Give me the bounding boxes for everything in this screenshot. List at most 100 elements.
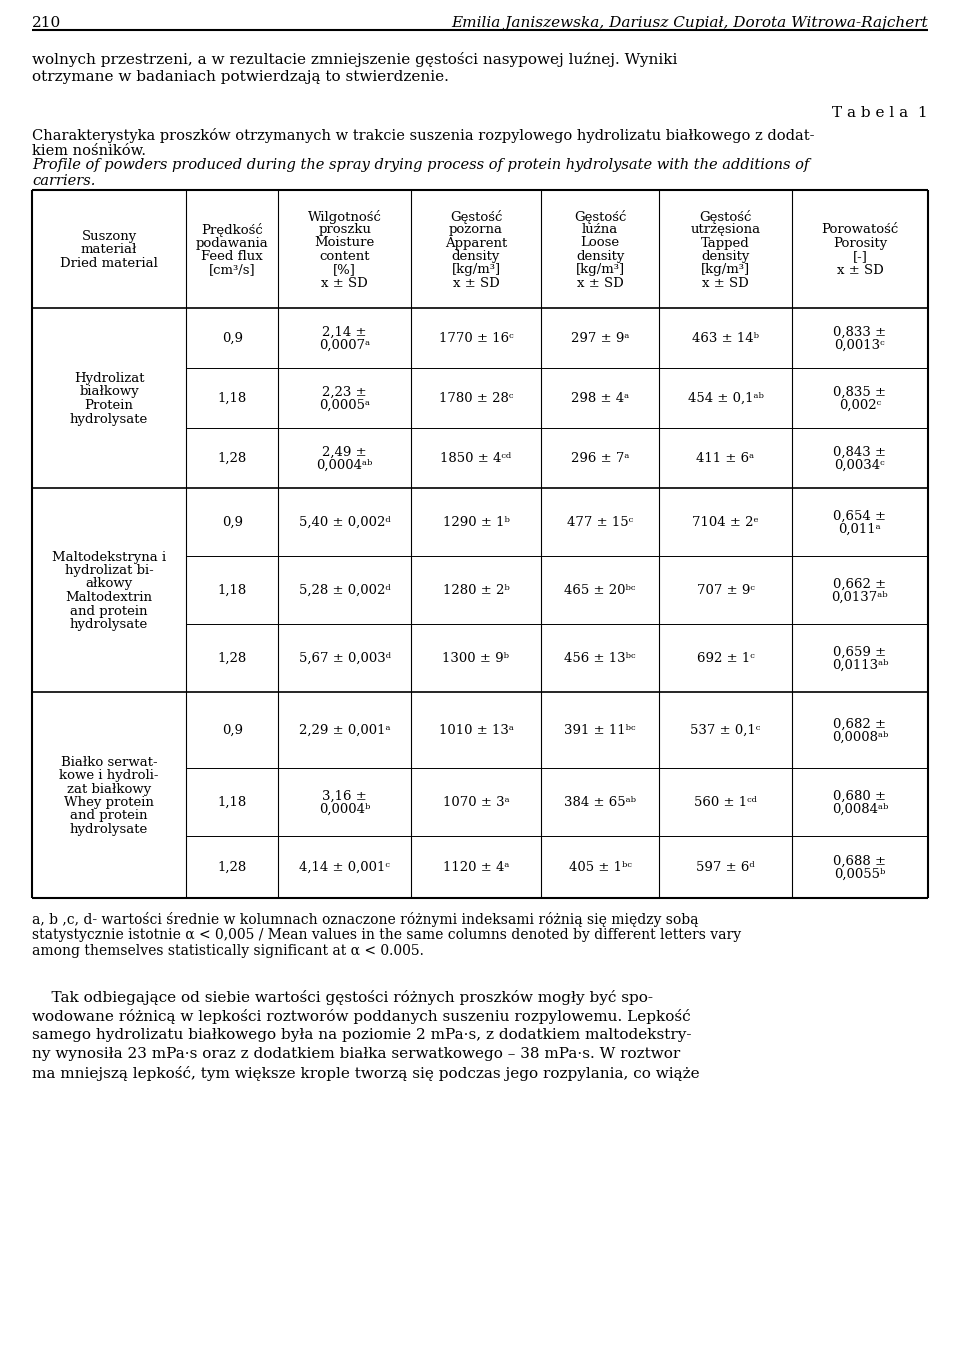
Text: proszku: proszku — [318, 223, 372, 236]
Text: 454 ± 0,1ᵃᵇ: 454 ± 0,1ᵃᵇ — [687, 392, 763, 406]
Text: Dried material: Dried material — [60, 257, 158, 269]
Text: Porosity: Porosity — [832, 236, 887, 250]
Text: podawania: podawania — [196, 236, 269, 250]
Text: [kg/m³]: [kg/m³] — [575, 264, 625, 276]
Text: T a b e l a  1: T a b e l a 1 — [832, 107, 928, 120]
Text: density: density — [702, 250, 750, 264]
Text: zat białkowy: zat białkowy — [67, 783, 151, 795]
Text: 5,40 ± 0,002ᵈ: 5,40 ± 0,002ᵈ — [299, 516, 391, 529]
Text: Suszony: Suszony — [82, 229, 136, 243]
Text: 707 ± 9ᶜ: 707 ± 9ᶜ — [697, 585, 755, 597]
Text: 0,002ᶜ: 0,002ᶜ — [839, 399, 881, 413]
Text: 5,28 ± 0,002ᵈ: 5,28 ± 0,002ᵈ — [299, 585, 391, 597]
Text: ma mniejszą lepkość, tym większe krople tworzą się podczas jego rozpylania, co w: ma mniejszą lepkość, tym większe krople … — [32, 1065, 700, 1081]
Text: density: density — [452, 250, 500, 264]
Text: carriers.: carriers. — [32, 173, 95, 189]
Text: 0,654 ±: 0,654 ± — [833, 510, 886, 523]
Text: 0,0004ᵃᵇ: 0,0004ᵃᵇ — [317, 459, 372, 473]
Text: Tapped: Tapped — [701, 236, 750, 250]
Text: 1,18: 1,18 — [218, 796, 247, 809]
Text: hydrolysate: hydrolysate — [70, 822, 148, 836]
Text: 0,011ᵃ: 0,011ᵃ — [839, 523, 881, 535]
Text: 0,835 ±: 0,835 ± — [833, 385, 886, 399]
Text: wodowane różnicą w lepkości roztworów poddanych suszeniu rozpylowemu. Lepkość: wodowane różnicą w lepkości roztworów po… — [32, 1009, 690, 1024]
Text: 0,0055ᵇ: 0,0055ᵇ — [834, 867, 885, 881]
Text: [%]: [%] — [333, 264, 356, 276]
Text: 597 ± 6ᵈ: 597 ± 6ᵈ — [696, 861, 755, 874]
Text: otrzymane w badaniach potwierdzają to stwierdzenie.: otrzymane w badaniach potwierdzają to st… — [32, 70, 449, 83]
Text: Tak odbiegające od siebie wartości gęstości różnych proszków mogły być spo-: Tak odbiegające od siebie wartości gęsto… — [32, 990, 653, 1005]
Text: 0,0034ᶜ: 0,0034ᶜ — [834, 459, 885, 473]
Text: 1,28: 1,28 — [218, 652, 247, 665]
Text: 1,18: 1,18 — [218, 392, 247, 406]
Text: statystycznie istotnie α < 0,005 / Mean values in the same columns denoted by di: statystycznie istotnie α < 0,005 / Mean … — [32, 928, 741, 943]
Text: Białko serwat-: Białko serwat- — [60, 755, 157, 769]
Text: x ± SD: x ± SD — [702, 277, 749, 290]
Text: Hydrolizat: Hydrolizat — [74, 372, 144, 385]
Text: 391 ± 11ᵇᶜ: 391 ± 11ᵇᶜ — [564, 724, 636, 738]
Text: density: density — [576, 250, 624, 264]
Text: Gęstość: Gęstość — [699, 209, 752, 224]
Text: 0,688 ±: 0,688 ± — [833, 855, 886, 867]
Text: Profile of powders produced during the spray drying process of protein hydrolysa: Profile of powders produced during the s… — [32, 158, 809, 172]
Text: 0,0084ᵃᵇ: 0,0084ᵃᵇ — [831, 803, 888, 816]
Text: kiem nośników.: kiem nośników. — [32, 143, 146, 158]
Text: [kg/m³]: [kg/m³] — [701, 264, 750, 276]
Text: 1,28: 1,28 — [218, 452, 247, 466]
Text: białkowy: białkowy — [79, 385, 139, 399]
Text: 456 ± 13ᵇᶜ: 456 ± 13ᵇᶜ — [564, 652, 636, 665]
Text: 1070 ± 3ᵃ: 1070 ± 3ᵃ — [443, 796, 510, 809]
Text: 3,16 ±: 3,16 ± — [323, 790, 367, 802]
Text: 297 ± 9ᵃ: 297 ± 9ᵃ — [571, 332, 629, 346]
Text: 5,67 ± 0,003ᵈ: 5,67 ± 0,003ᵈ — [299, 652, 391, 665]
Text: hydrolysate: hydrolysate — [70, 413, 148, 425]
Text: 1770 ± 16ᶜ: 1770 ± 16ᶜ — [439, 332, 514, 346]
Text: 0,9: 0,9 — [222, 516, 243, 529]
Text: 296 ± 7ᵃ: 296 ± 7ᵃ — [571, 452, 629, 466]
Text: 2,49 ±: 2,49 ± — [323, 445, 367, 459]
Text: 210: 210 — [32, 16, 61, 30]
Text: 0,0004ᵇ: 0,0004ᵇ — [319, 803, 371, 816]
Text: 560 ± 1ᶜᵈ: 560 ± 1ᶜᵈ — [694, 796, 756, 809]
Text: Maltodekstryna i: Maltodekstryna i — [52, 550, 166, 564]
Text: 0,662 ±: 0,662 ± — [833, 578, 886, 590]
Text: 1010 ± 13ᵃ: 1010 ± 13ᵃ — [439, 724, 514, 738]
Text: and protein: and protein — [70, 605, 148, 617]
Text: x ± SD: x ± SD — [577, 277, 623, 290]
Text: 0,843 ±: 0,843 ± — [833, 445, 886, 459]
Text: [-]: [-] — [852, 250, 867, 264]
Text: 298 ± 4ᵃ: 298 ± 4ᵃ — [571, 392, 629, 406]
Text: 1,18: 1,18 — [218, 585, 247, 597]
Text: 0,9: 0,9 — [222, 332, 243, 346]
Text: 411 ± 6ᵃ: 411 ± 6ᵃ — [696, 452, 755, 466]
Text: Gęstość: Gęstość — [574, 209, 626, 224]
Text: wolnych przestrzeni, a w rezultacie zmniejszenie gęstości nasypowej luźnej. Wyni: wolnych przestrzeni, a w rezultacie zmni… — [32, 52, 678, 67]
Text: Gęstość: Gęstość — [450, 209, 502, 224]
Text: Wilgotność: Wilgotność — [308, 209, 382, 224]
Text: 477 ± 15ᶜ: 477 ± 15ᶜ — [567, 516, 634, 529]
Text: 1290 ± 1ᵇ: 1290 ± 1ᵇ — [443, 516, 510, 529]
Text: a, b ,c, d- wartości średnie w kolumnach oznaczone różnymi indeksami różnią się : a, b ,c, d- wartości średnie w kolumnach… — [32, 912, 699, 928]
Text: 0,0113ᵃᵇ: 0,0113ᵃᵇ — [831, 658, 888, 672]
Text: 1300 ± 9ᵇ: 1300 ± 9ᵇ — [443, 652, 510, 665]
Text: 0,833 ±: 0,833 ± — [833, 325, 886, 339]
Text: 384 ± 65ᵃᵇ: 384 ± 65ᵃᵇ — [564, 796, 636, 809]
Text: hydrolysate: hydrolysate — [70, 617, 148, 631]
Text: and protein: and protein — [70, 810, 148, 822]
Text: 2,23 ±: 2,23 ± — [323, 385, 367, 399]
Text: Charakterystyka proszków otrzymanych w trakcie suszenia rozpylowego hydrolizatu : Charakterystyka proszków otrzymanych w t… — [32, 128, 814, 143]
Text: 1850 ± 4ᶜᵈ: 1850 ± 4ᶜᵈ — [441, 452, 512, 466]
Text: 0,9: 0,9 — [222, 724, 243, 738]
Text: hydrolizat bi-: hydrolizat bi- — [64, 564, 154, 576]
Text: ałkowy: ałkowy — [85, 578, 132, 590]
Text: 692 ± 1ᶜ: 692 ± 1ᶜ — [697, 652, 755, 665]
Text: ny wynosiła 23 mPa·s oraz z dodatkiem białka serwatkowego – 38 mPa·s. W roztwor: ny wynosiła 23 mPa·s oraz z dodatkiem bi… — [32, 1046, 681, 1061]
Text: x ± SD: x ± SD — [836, 264, 883, 276]
Text: Whey protein: Whey protein — [64, 796, 154, 809]
Text: Moisture: Moisture — [315, 236, 374, 250]
Text: Porowatość: Porowatość — [821, 223, 899, 236]
Text: pozorna: pozorna — [449, 223, 503, 236]
Text: 2,14 ±: 2,14 ± — [323, 325, 367, 339]
Text: 2,29 ± 0,001ᵃ: 2,29 ± 0,001ᵃ — [299, 724, 391, 738]
Text: Maltodextrin: Maltodextrin — [65, 591, 153, 604]
